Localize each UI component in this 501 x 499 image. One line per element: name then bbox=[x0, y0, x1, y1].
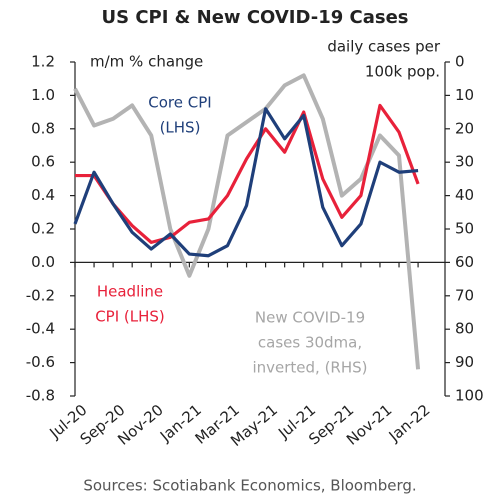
y2-tick-label: 30 bbox=[455, 153, 474, 171]
y-tick-label: 0.0 bbox=[31, 253, 55, 271]
y2-tick-label: 80 bbox=[455, 320, 474, 338]
annotation: New COVID-19 bbox=[255, 309, 365, 327]
chart-title: US CPI & New COVID-19 Cases bbox=[101, 7, 408, 28]
y-tick-label: 0.8 bbox=[31, 119, 55, 137]
annotation: CPI (LHS) bbox=[95, 308, 165, 326]
y2-tick-label: 10 bbox=[455, 86, 474, 104]
annotation: cases 30dma, bbox=[258, 334, 362, 352]
y-tick-label: -0.2 bbox=[26, 286, 55, 304]
y-tick-label: -0.6 bbox=[26, 353, 55, 371]
y-tick-label: 0.2 bbox=[31, 220, 55, 238]
series-line bbox=[75, 103, 420, 244]
annotation: Core CPI bbox=[148, 94, 211, 112]
y-tick-label: 0.6 bbox=[31, 153, 55, 171]
series-line bbox=[73, 107, 419, 258]
y-tick-label: 0.4 bbox=[31, 186, 55, 204]
y2-tick-label: 20 bbox=[455, 119, 474, 137]
y-tick-label: 1.2 bbox=[31, 53, 55, 71]
y-tick-label: -0.4 bbox=[26, 320, 55, 338]
annotation: (LHS) bbox=[160, 119, 201, 137]
y2-tick-label: 90 bbox=[455, 353, 474, 371]
y2-tick-label: 40 bbox=[455, 186, 474, 204]
annotation: Headline bbox=[97, 283, 163, 301]
annotation: inverted, (RHS) bbox=[252, 359, 367, 377]
y2-tick-label: 60 bbox=[455, 253, 474, 271]
y-axis-label: m/m % change bbox=[90, 53, 203, 71]
y2-tick-label: 100 bbox=[455, 387, 484, 405]
source: Sources: Scotiabank Economics, Bloomberg… bbox=[83, 477, 416, 495]
y2-tick-label: 70 bbox=[455, 286, 474, 304]
y2-axis-label: 100k pop. bbox=[365, 63, 440, 81]
series-line bbox=[73, 73, 421, 370]
y-tick-label: 1.0 bbox=[31, 86, 55, 104]
y2-tick-label: 50 bbox=[455, 220, 474, 238]
y2-tick-label: 0 bbox=[455, 53, 465, 71]
y2-axis-label: daily cases per bbox=[327, 38, 441, 56]
x-tick-label: Jan-22 bbox=[385, 401, 434, 446]
y-tick-label: -0.8 bbox=[26, 387, 55, 405]
